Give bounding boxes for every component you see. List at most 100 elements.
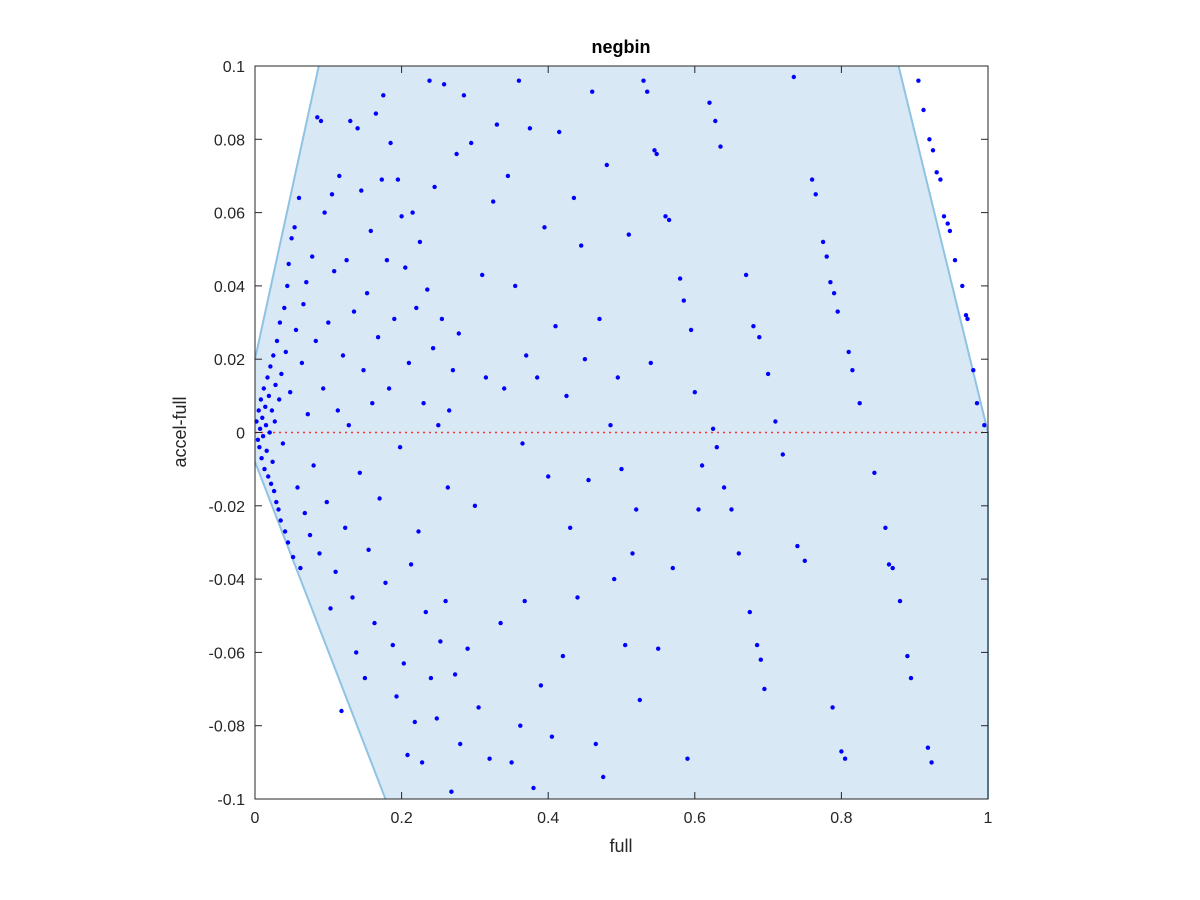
data-point <box>410 210 415 215</box>
data-point <box>357 470 362 475</box>
data-point <box>615 375 620 380</box>
y-axis: -0.1 -0.08 -0.06 -0.04 -0.02 0 0.02 0.04 0.06 0.0… <box>209 59 988 809</box>
data-point <box>277 397 282 402</box>
data-point <box>414 305 419 311</box>
data-point <box>714 445 719 450</box>
chart-title: negbin <box>592 37 651 57</box>
data-point <box>531 785 536 791</box>
data-point <box>965 316 970 322</box>
y-tick-label: 0 <box>236 426 245 443</box>
data-point <box>941 214 947 219</box>
data-point <box>828 280 833 285</box>
data-point <box>370 401 375 406</box>
data-point <box>283 349 288 355</box>
data-point <box>271 488 277 494</box>
data-point <box>277 320 283 325</box>
data-point <box>461 93 467 98</box>
data-point <box>310 254 315 259</box>
data-point <box>428 675 434 681</box>
x-axis-label: full <box>609 836 632 856</box>
data-point <box>897 598 903 604</box>
data-point <box>298 565 303 571</box>
data-point <box>535 375 540 380</box>
data-point <box>335 408 340 413</box>
data-point <box>498 620 503 626</box>
data-point <box>952 258 958 263</box>
data-point <box>947 228 953 234</box>
region-boundary-line <box>254 461 387 800</box>
x-tick-label: 0.4 <box>537 810 559 827</box>
data-point <box>405 752 410 758</box>
data-point <box>883 525 888 530</box>
data-point <box>295 485 300 490</box>
data-point <box>809 177 815 182</box>
data-point <box>350 595 355 600</box>
data-point <box>579 243 584 248</box>
y-tick-label: 0.08 <box>214 132 245 149</box>
data-point <box>509 760 514 765</box>
x-tick-label: 0.8 <box>830 810 852 827</box>
data-point <box>288 390 293 395</box>
data-point <box>736 551 741 556</box>
data-point <box>839 749 844 754</box>
data-point <box>443 598 448 604</box>
data-point <box>377 496 382 501</box>
data-point <box>974 401 980 406</box>
data-point <box>412 719 417 725</box>
data-point <box>375 335 381 340</box>
data-point <box>542 225 547 230</box>
data-point <box>381 93 386 98</box>
data-point <box>344 258 349 263</box>
data-point <box>626 232 631 237</box>
y-tick-label: -0.1 <box>217 792 245 809</box>
data-point <box>890 565 895 571</box>
data-point <box>286 261 291 267</box>
data-point <box>505 173 511 179</box>
data-point <box>685 756 690 761</box>
data-point <box>299 360 305 366</box>
data-point <box>960 283 965 289</box>
data-point <box>383 580 388 585</box>
data-point <box>329 192 335 197</box>
data-point <box>795 543 800 549</box>
data-point <box>593 741 598 747</box>
data-point <box>645 89 650 94</box>
data-point <box>619 466 624 472</box>
data-point <box>406 360 412 366</box>
y-tick-label: 0.02 <box>214 352 245 369</box>
data-point <box>938 177 943 182</box>
data-point <box>908 675 914 681</box>
data-point <box>982 423 987 428</box>
data-point <box>311 463 316 468</box>
data-point <box>355 126 360 131</box>
data-point <box>688 327 694 333</box>
data-point <box>656 646 661 651</box>
data-point <box>454 151 459 157</box>
data-point <box>450 368 456 373</box>
data-point <box>386 386 392 391</box>
data-point <box>403 265 408 270</box>
y-tick-label: 0.1 <box>223 59 245 76</box>
data-point <box>317 551 322 556</box>
data-point <box>652 148 657 153</box>
data-point <box>747 609 752 615</box>
data-point <box>835 309 840 314</box>
data-point <box>757 335 762 340</box>
data-point <box>276 507 281 512</box>
y-tick-label: -0.08 <box>209 719 246 736</box>
data-point <box>846 349 851 355</box>
data-point <box>857 401 862 406</box>
data-point <box>328 606 333 611</box>
x-axis: 0 0.2 0.4 0.6 0.8 1 <box>251 66 993 827</box>
data-point <box>905 653 910 659</box>
data-point <box>830 705 835 710</box>
data-point <box>476 705 481 710</box>
data-point <box>527 126 533 131</box>
data-point <box>743 272 749 278</box>
data-point <box>293 327 299 333</box>
data-point <box>260 434 266 439</box>
data-point <box>634 507 639 512</box>
data-point <box>280 441 286 446</box>
data-point <box>368 228 373 234</box>
data-point <box>346 423 351 428</box>
